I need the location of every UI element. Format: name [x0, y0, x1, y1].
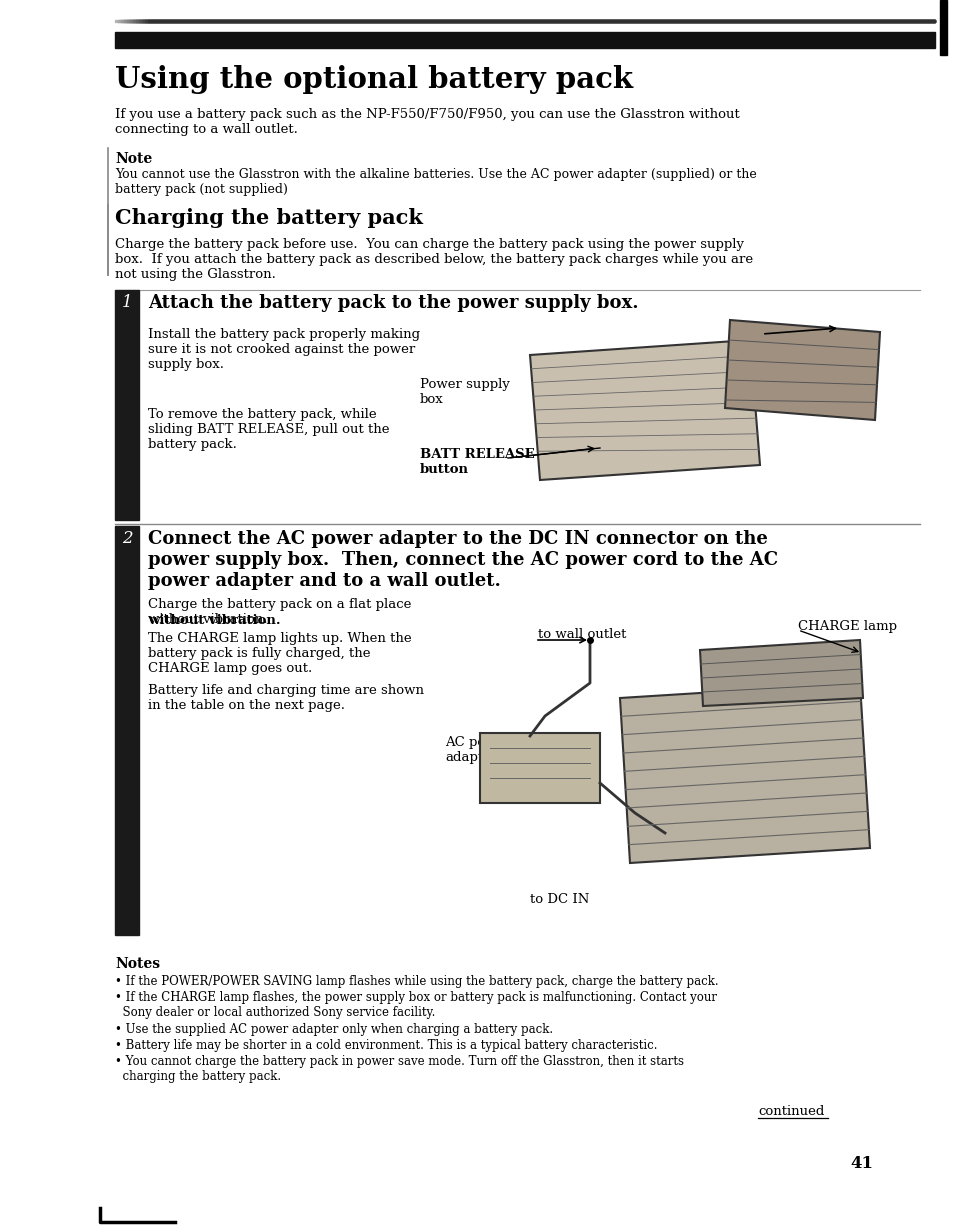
Text: Notes: Notes — [115, 957, 160, 971]
Text: without vibration.: without vibration. — [148, 614, 280, 628]
Bar — [132, 20, 934, 22]
Text: • You cannot charge the battery pack in power save mode. Turn off the Glasstron,: • You cannot charge the battery pack in … — [115, 1055, 683, 1083]
Text: • Battery life may be shorter in a cold environment. This is a typical battery c: • Battery life may be shorter in a cold … — [115, 1039, 657, 1052]
Text: • Use the supplied AC power adapter only when charging a battery pack.: • Use the supplied AC power adapter only… — [115, 1023, 553, 1036]
Text: Using the optional battery pack: Using the optional battery pack — [115, 65, 633, 95]
Bar — [148, 20, 934, 22]
Bar — [139, 20, 934, 22]
Bar — [127, 20, 934, 22]
Bar — [115, 290, 139, 519]
Text: If you use a battery pack such as the NP-F550/F750/F950, you can use the Glasstr: If you use a battery pack such as the NP… — [115, 108, 739, 136]
Text: Battery pack: Battery pack — [760, 330, 854, 343]
Polygon shape — [619, 683, 869, 863]
Bar — [124, 20, 934, 22]
Text: Attach the battery pack to the power supply box.: Attach the battery pack to the power sup… — [148, 293, 638, 312]
Text: Charging the battery pack: Charging the battery pack — [115, 208, 422, 228]
Polygon shape — [700, 640, 862, 706]
Bar — [479, 733, 599, 803]
Text: continued: continued — [758, 1105, 823, 1117]
Text: Charge the battery pack on a flat place
without vibration.: Charge the battery pack on a flat place … — [148, 598, 411, 626]
Text: Connect the AC power adapter to the DC IN connector on the
power supply box.  Th: Connect the AC power adapter to the DC I… — [148, 530, 778, 589]
Text: to wall outlet: to wall outlet — [537, 628, 626, 641]
Bar — [136, 20, 934, 22]
Text: BATT RELEASE
button: BATT RELEASE button — [419, 448, 534, 476]
Text: 41: 41 — [849, 1156, 872, 1172]
Bar — [115, 32, 934, 48]
Text: to DC IN: to DC IN — [530, 893, 589, 906]
Text: Power supply
box: Power supply box — [419, 378, 509, 406]
Text: The CHARGE lamp lights up. When the
battery pack is fully charged, the
CHARGE la: The CHARGE lamp lights up. When the batt… — [148, 632, 411, 675]
Bar — [121, 20, 934, 22]
Text: To remove the battery pack, while
sliding BATT RELEASE, pull out the
battery pac: To remove the battery pack, while slidin… — [148, 408, 389, 451]
Text: AC power
adapter: AC power adapter — [444, 736, 510, 764]
Bar — [118, 20, 934, 22]
Polygon shape — [724, 321, 879, 420]
Text: • If the CHARGE lamp flashes, the power supply box or battery pack is malfunctio: • If the CHARGE lamp flashes, the power … — [115, 991, 717, 1019]
Bar — [115, 526, 139, 935]
Bar — [115, 20, 934, 22]
Bar — [142, 20, 934, 22]
Text: • If the POWER/POWER SAVING lamp flashes while using the battery pack, charge th: • If the POWER/POWER SAVING lamp flashes… — [115, 975, 718, 989]
Text: Note: Note — [115, 152, 152, 166]
Text: Charge the battery pack before use.  You can charge the battery pack using the p: Charge the battery pack before use. You … — [115, 238, 752, 281]
Bar — [145, 20, 934, 22]
Polygon shape — [530, 340, 760, 480]
Text: 1: 1 — [122, 293, 132, 311]
Bar — [130, 20, 934, 22]
Text: Battery life and charging time are shown
in the table on the next page.: Battery life and charging time are shown… — [148, 684, 423, 712]
Bar — [939, 0, 946, 55]
Text: You cannot use the Glasstron with the alkaline batteries. Use the AC power adapt: You cannot use the Glasstron with the al… — [115, 168, 756, 196]
Text: CHARGE lamp: CHARGE lamp — [797, 620, 896, 632]
Text: Install the battery pack properly making
sure it is not crooked against the powe: Install the battery pack properly making… — [148, 328, 419, 371]
Text: 2: 2 — [122, 530, 132, 546]
